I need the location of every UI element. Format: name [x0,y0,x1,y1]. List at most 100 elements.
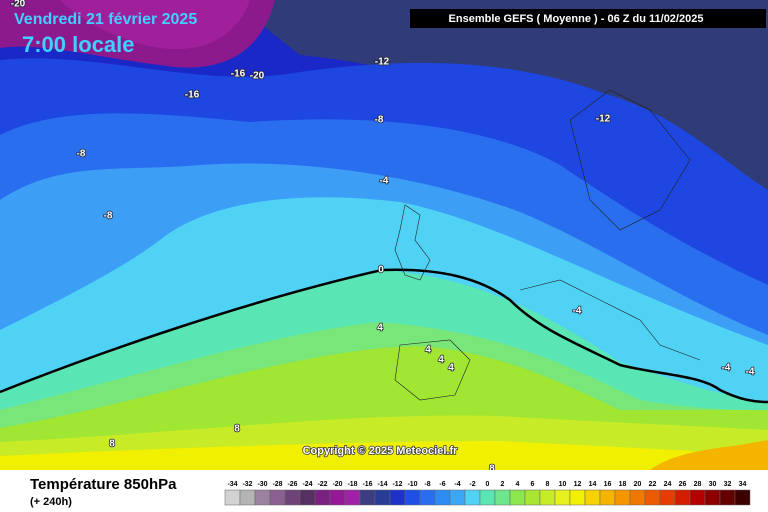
legend-swatch [299,489,316,506]
header-box [410,9,766,28]
legend-swatch [389,489,406,506]
legend-label: 34 [739,481,747,488]
legend-swatch [599,489,616,506]
header: Ensemble GEFS ( Moyenne ) - 06 Z du 11/0… [449,13,704,25]
legend-swatch [314,489,331,506]
legend-label: -22 [317,481,327,488]
legend-label: -6 [439,481,445,488]
legend-label: -18 [347,481,357,488]
legend-label: 2 [501,481,505,488]
legend-label: 4 [516,481,520,488]
legend-label: 28 [694,481,702,488]
legend-label: -4 [454,481,460,488]
legend-label: 24 [664,481,672,488]
contour-label: -8 [104,211,113,222]
legend-swatch [284,489,301,506]
legend-swatch [509,489,526,506]
contour-label: 8 [234,424,240,435]
legend-label: -30 [257,481,267,488]
legend-swatch [329,489,346,506]
legend-swatch [584,489,601,506]
legend-swatch [269,489,286,506]
legend-swatch [464,489,481,506]
legend-swatch [239,489,256,506]
legend-label: 16 [604,481,612,488]
contour-label: -16 [185,90,200,101]
legend-label: 22 [649,481,657,488]
temperature-field [0,0,768,471]
legend-label: 26 [679,481,687,488]
legend-label: 0 [486,481,490,488]
legend-label: -8 [424,481,430,488]
contour-label: -8 [375,115,384,126]
legend-swatch [719,489,736,506]
legend-swatch [614,489,631,506]
legend-swatch [554,489,571,506]
legend-label: 6 [531,481,535,488]
legend-swatch [449,489,466,506]
legend-label: -12 [392,481,402,488]
legend-label: -24 [302,481,312,488]
variable-label: Température 850hPa [30,476,177,493]
legend-label: -20 [332,481,342,488]
legend-label: 8 [546,481,550,488]
legend-swatch [479,489,496,506]
legend-swatch [704,489,721,506]
legend-label: -34 [227,481,237,488]
legend-swatch [374,489,391,506]
legend-swatch [539,489,556,506]
legend-swatch [224,489,241,506]
legend-swatch [434,489,451,506]
legend-label: -28 [272,481,282,488]
contour-label: -8 [77,149,86,160]
legend-swatch [419,489,436,506]
legend-swatch [734,489,751,506]
contour-label: 4 [425,345,431,356]
contour-label: -20 [250,71,265,82]
legend-swatch [629,489,646,506]
contour-label: 4 [438,355,444,366]
legend-swatch [644,489,661,506]
contour-label: 0 [378,265,384,276]
copyright: Copyright © 2025 Meteociel.fr [303,445,459,457]
legend-label: 14 [589,481,597,488]
legend-swatch [569,489,586,506]
contour-label: 8 [489,464,495,475]
contour-label: -20 [11,0,26,10]
contour-label: -4 [573,306,582,317]
legend-label: 32 [724,481,732,488]
contour-label: -4 [380,176,389,187]
legend-swatch [674,489,691,506]
contour-label: -4 [746,367,755,378]
legend-label: -32 [242,481,252,488]
map-time: 7:00 locale [22,32,135,57]
contour-label: 8 [109,439,115,450]
contour-label: -16 [231,69,246,80]
legend-swatch [524,489,541,506]
contour-label: -12 [596,114,611,125]
legend-label: 12 [574,481,582,488]
contour-label: 4 [377,323,383,334]
legend-swatch [659,489,676,506]
legend-label: -26 [287,481,297,488]
legend-label: 10 [559,481,567,488]
contour-label: -12 [375,57,390,68]
contour-label: 4 [448,363,454,374]
legend-swatch [494,489,511,506]
lead-time: (+ 240h) [30,496,72,508]
legend-label: -14 [377,481,387,488]
color-legend: -34 -32 -30 -28 -26 -24 -22 -20 -18 -16 -14 -12 -10-… [224,481,751,506]
legend-swatch [689,489,706,506]
contour-label: -4 [722,363,731,374]
legend-swatch [254,489,271,506]
legend-label: -10 [407,481,417,488]
legend-label: 30 [709,481,717,488]
map-date: Vendredi 21 février 2025 [14,11,197,28]
legend-swatch [344,489,361,506]
legend-label: -2 [469,481,475,488]
legend-label: 20 [634,481,642,488]
legend-label: -16 [362,481,372,488]
legend-label: 18 [619,481,627,488]
